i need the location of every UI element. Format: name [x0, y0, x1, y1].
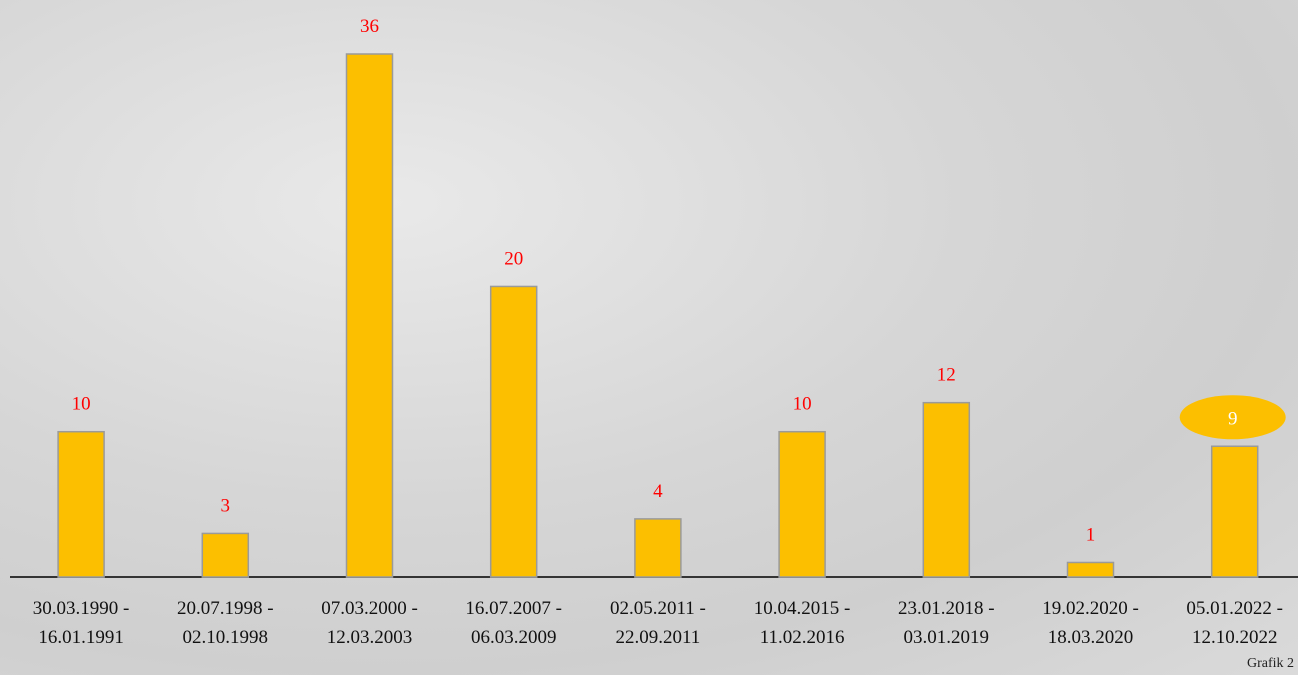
x-tick-label: 23.01.2018 - 03.01.2019 [871, 594, 1021, 652]
bar [923, 403, 969, 577]
chart: 10 3 36 20 4 10 12 1 9 [0, 0, 1298, 675]
value-label: 36 [360, 16, 379, 37]
value-label: 1 [1086, 524, 1096, 545]
bar [1212, 446, 1258, 577]
value-label: 9 [1228, 408, 1238, 429]
chart-page: 10 3 36 20 4 10 12 1 9 Grafik 2 30.03.1990 - 16.… [0, 0, 1298, 675]
value-label: 10 [793, 394, 812, 415]
bar [635, 519, 681, 577]
value-label: 4 [653, 481, 663, 502]
bar [491, 286, 537, 577]
value-label: 12 [937, 365, 956, 386]
x-tick-label: 20.07.1998 - 02.10.1998 [150, 594, 300, 652]
value-label: 20 [504, 248, 523, 269]
x-tick-label: 10.04.2015 - 11.02.2016 [727, 594, 877, 652]
value-label: 3 [221, 495, 231, 516]
x-tick-label: 05.01.2022 - 12.10.2022 [1160, 594, 1298, 652]
value-label: 10 [72, 394, 91, 415]
bar [779, 432, 825, 577]
bar [347, 54, 393, 577]
x-tick-label: 02.05.2011 - 22.09.2011 [583, 594, 733, 652]
x-tick-label: 19.02.2020 - 18.03.2020 [1016, 594, 1166, 652]
caption: Grafik 2 [1247, 656, 1294, 672]
x-tick-label: 07.03.2000 - 12.03.2003 [295, 594, 445, 652]
bar [58, 432, 104, 577]
x-tick-label: 30.03.1990 - 16.01.1991 [6, 594, 156, 652]
bar [202, 533, 248, 577]
x-tick-label: 16.07.2007 - 06.03.2009 [439, 594, 589, 652]
bar [1068, 562, 1114, 577]
